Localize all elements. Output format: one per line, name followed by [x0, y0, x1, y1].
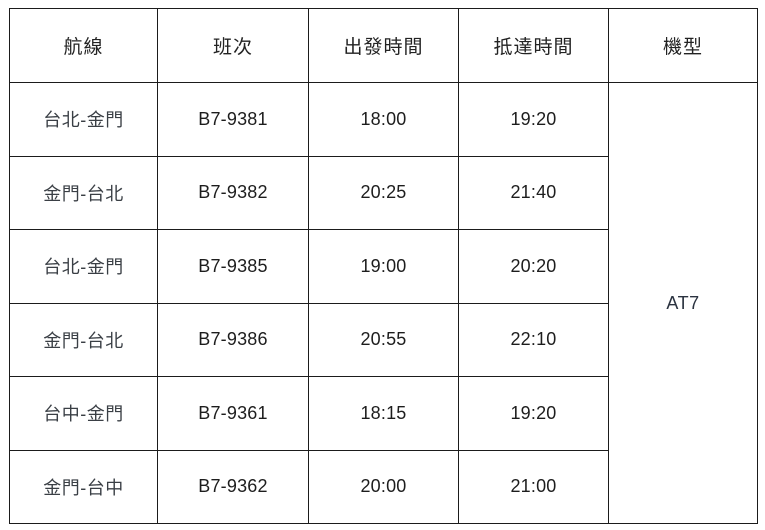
table-row: 台北-金門 B7-9385 19:00 20:20: [9, 229, 758, 304]
cell-arrival: 21:40: [458, 155, 609, 230]
cell-flight-no: B7-9382: [157, 155, 309, 230]
cell-arrival: 19:20: [458, 82, 609, 157]
table-row: 金門-台北 B7-9382 20:25 21:40: [9, 155, 758, 230]
column-header-arrival: 抵達時間: [458, 8, 609, 83]
header-row: 航線 班次 出發時間 抵達時間 機型: [9, 8, 758, 83]
cell-arrival: 19:20: [458, 376, 609, 451]
table-body: 台北-金門 B7-9381 18:00 19:20 AT7 金門-台北 B7-9…: [9, 82, 758, 524]
cell-route: 金門-台北: [9, 302, 158, 377]
cell-route: 金門-台北: [9, 155, 158, 230]
cell-flight-no: B7-9386: [157, 302, 309, 377]
cell-flight-no: B7-9361: [157, 376, 309, 451]
cell-departure: 19:00: [308, 229, 459, 304]
cell-arrival: 21:00: [458, 449, 609, 524]
cell-departure: 18:00: [308, 82, 459, 157]
cell-flight-no: B7-9381: [157, 82, 309, 157]
column-header-route: 航線: [9, 8, 158, 83]
cell-flight-no: B7-9385: [157, 229, 309, 304]
cell-aircraft-merged: AT7: [608, 82, 758, 524]
cell-departure: 20:00: [308, 449, 459, 524]
table-row: 金門-台中 B7-9362 20:00 21:00: [9, 449, 758, 524]
column-header-flight-no: 班次: [157, 8, 309, 83]
cell-arrival: 20:20: [458, 229, 609, 304]
table-row: 金門-台北 B7-9386 20:55 22:10: [9, 302, 758, 377]
cell-route: 金門-台中: [9, 449, 158, 524]
cell-route: 台北-金門: [9, 82, 158, 157]
table-row: 台中-金門 B7-9361 18:15 19:20: [9, 376, 758, 451]
cell-route: 台北-金門: [9, 229, 158, 304]
cell-arrival: 22:10: [458, 302, 609, 377]
cell-departure: 20:55: [308, 302, 459, 377]
column-header-departure: 出發時間: [308, 8, 459, 83]
cell-departure: 18:15: [308, 376, 459, 451]
table-row: 台北-金門 B7-9381 18:00 19:20 AT7: [9, 82, 758, 524]
column-header-aircraft: 機型: [608, 8, 758, 83]
cell-route: 台中-金門: [9, 376, 158, 451]
cell-departure: 20:25: [308, 155, 459, 230]
flight-schedule-table: 航線 班次 出發時間 抵達時間 機型 台北-金門 B7-9381 18:00 1…: [9, 8, 758, 524]
table-header: 航線 班次 出發時間 抵達時間 機型: [9, 8, 758, 83]
cell-flight-no: B7-9362: [157, 449, 309, 524]
